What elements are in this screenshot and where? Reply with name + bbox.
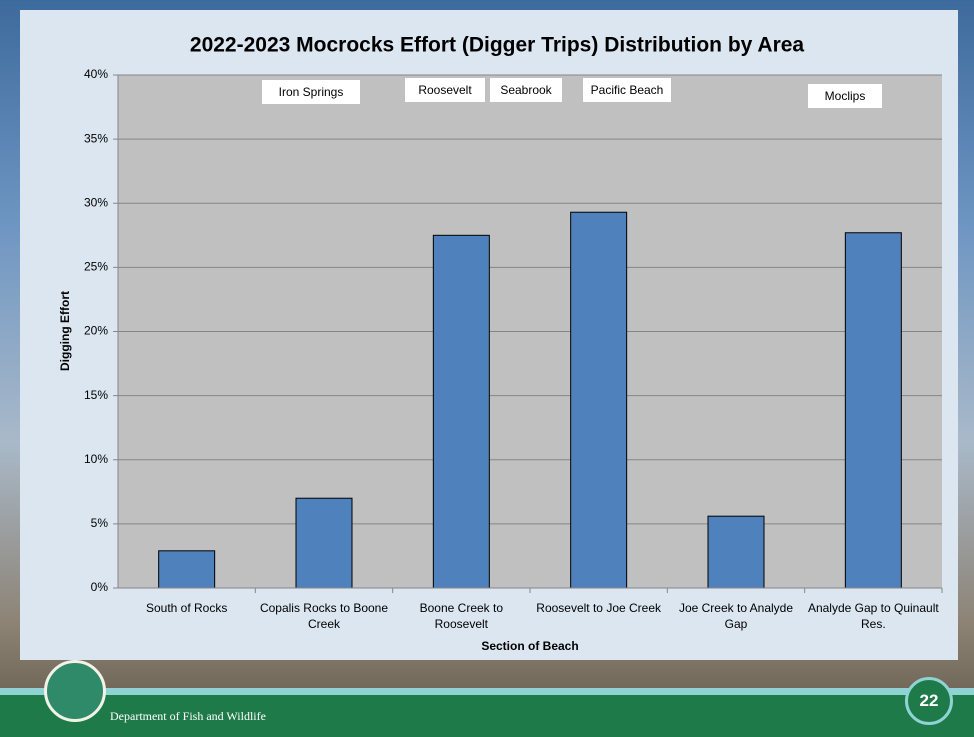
y-tick-label: 0% bbox=[91, 580, 109, 594]
page-number: 22 bbox=[905, 677, 953, 725]
chart-title: 2022-2023 Mocrocks Effort (Digger Trips)… bbox=[190, 34, 805, 57]
x-tick-label: Copalis Rocks to Boone Creek bbox=[257, 600, 391, 632]
y-tick-label: 30% bbox=[84, 195, 108, 209]
y-tick-label: 15% bbox=[84, 388, 108, 402]
x-tick-label: Roosevelt to Joe Creek bbox=[532, 600, 666, 616]
x-tick-label: Boone Creek to Roosevelt bbox=[394, 600, 528, 632]
bar bbox=[708, 516, 764, 588]
annotation: Pacific Beach bbox=[591, 83, 664, 97]
y-tick-label: 35% bbox=[84, 131, 108, 145]
x-tick-label: Joe Creek to Analyde Gap bbox=[669, 600, 803, 632]
bar bbox=[433, 235, 489, 588]
annotation: Roosevelt bbox=[418, 83, 472, 97]
bar bbox=[571, 212, 627, 588]
bar bbox=[296, 498, 352, 588]
bar bbox=[845, 233, 901, 588]
annotation: Iron Springs bbox=[279, 85, 344, 99]
y-tick-label: 25% bbox=[84, 260, 108, 274]
slide: 2022-2023 Mocrocks Effort (Digger Trips)… bbox=[0, 0, 974, 737]
x-tick-label: South of Rocks bbox=[120, 600, 254, 616]
annotation: Seabrook bbox=[500, 83, 552, 97]
y-tick-label: 10% bbox=[84, 452, 108, 466]
y-axis-label: Digging Effort bbox=[58, 291, 72, 371]
y-tick-label: 40% bbox=[84, 67, 108, 81]
x-tick-label: Analyde Gap to Quinault Res. bbox=[806, 600, 940, 632]
x-axis-label: Section of Beach bbox=[481, 639, 578, 653]
organization: Department of Fish and Wildlife bbox=[110, 709, 266, 724]
bar bbox=[159, 551, 215, 588]
logo bbox=[44, 660, 106, 722]
footer-stripe bbox=[0, 688, 974, 695]
y-tick-label: 5% bbox=[91, 516, 109, 530]
y-tick-label: 20% bbox=[84, 324, 108, 338]
annotation: Moclips bbox=[825, 89, 866, 103]
